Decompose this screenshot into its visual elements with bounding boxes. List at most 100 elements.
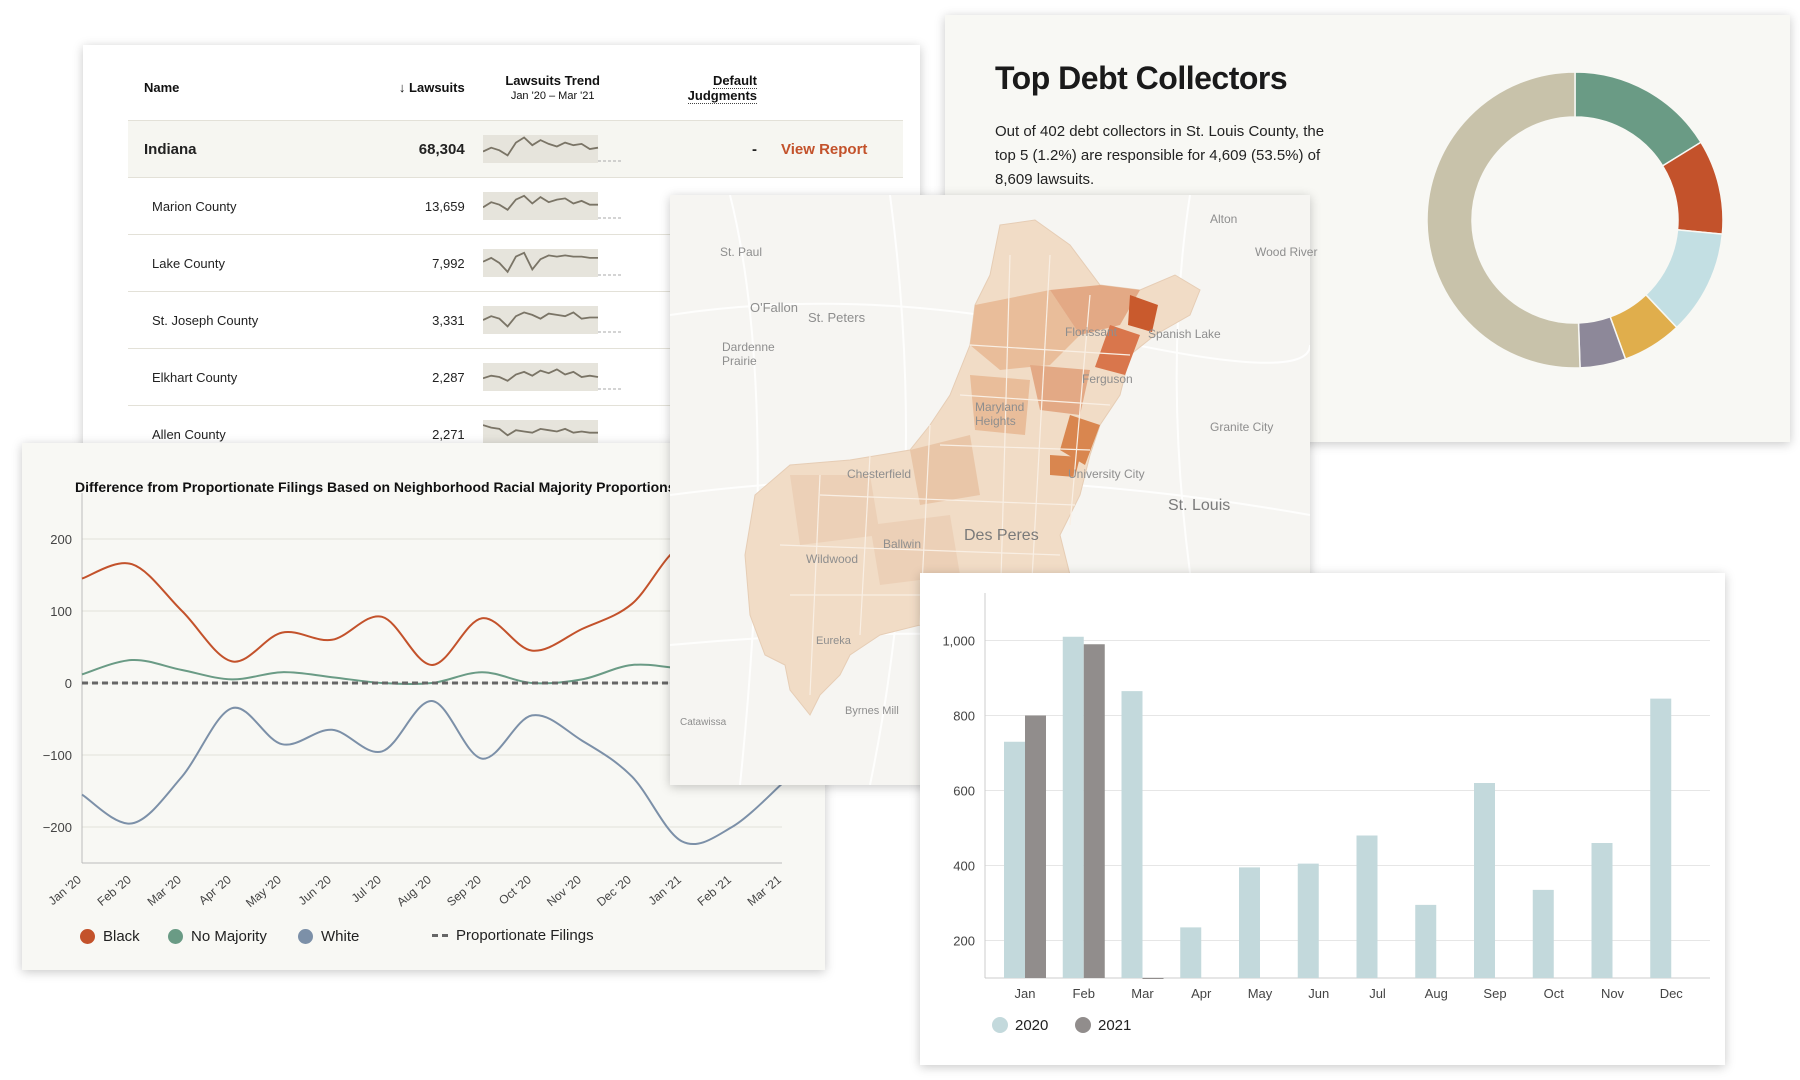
legend-item-no-majority[interactable]: No Majority <box>168 928 267 945</box>
sparkline <box>482 363 623 391</box>
map-label: Eureka <box>816 635 851 647</box>
y-tick-label: 400 <box>953 859 975 874</box>
x-tick-label: May '20 <box>243 872 284 910</box>
bar-2020[interactable] <box>1415 904 1437 978</box>
map-label: Granite City <box>1210 420 1274 434</box>
choropleth-map[interactable] <box>670 195 1310 785</box>
bar-2020[interactable] <box>1650 698 1672 978</box>
bar-2021[interactable] <box>1083 644 1105 978</box>
x-tick-label: Jun <box>1308 986 1329 1001</box>
row-trend <box>476 120 629 178</box>
x-tick-label: Dec <box>1660 986 1684 1001</box>
map-label: Des Peres <box>964 527 1039 544</box>
legend-swatch <box>432 934 448 937</box>
header-default-judgments[interactable]: Default Judgments <box>629 55 769 121</box>
map-label: St. Louis <box>1168 497 1231 514</box>
legend-swatch <box>80 929 95 944</box>
table-row[interactable]: Elkhart County 2,287 <box>128 348 903 406</box>
x-tick-label: Mar <box>1131 986 1154 1001</box>
map-label: St. Paul <box>720 245 763 259</box>
bar-2020[interactable] <box>1591 843 1613 978</box>
x-tick-label: Aug '20 <box>394 872 434 909</box>
row-trend <box>476 234 629 292</box>
bar-2020[interactable] <box>1121 691 1143 978</box>
bar-2020[interactable] <box>1239 867 1260 978</box>
header-default-line1: Default <box>712 72 757 89</box>
legend-label[interactable]: 2020 <box>1015 1017 1048 1034</box>
y-tick-label: 0 <box>65 676 72 691</box>
legend-item-white[interactable]: White <box>298 928 359 945</box>
view-report-link[interactable]: View Report <box>769 120 903 178</box>
x-tick-label: Feb '20 <box>95 872 135 908</box>
debt-collectors-donut-chart <box>1426 71 1724 369</box>
x-tick-label: Jan <box>1015 986 1036 1001</box>
monthly-lawsuits-bar-chart: 200 400 600 800 1,000 Jan Feb Mar Apr May Jun Jul Au… <box>942 593 1710 1034</box>
legend-label[interactable]: 2021 <box>1098 1017 1131 1034</box>
x-tick-label: Aug <box>1425 986 1448 1001</box>
x-tick-label: Feb '21 <box>695 872 735 908</box>
x-tick-label: Sep '20 <box>444 872 484 909</box>
series-line-black[interactable] <box>81 544 783 667</box>
legend-label: No Majority <box>191 928 267 945</box>
map-label: Dardenne Prairie <box>722 340 775 368</box>
bar-2020[interactable] <box>1180 927 1202 978</box>
map-label: Ferguson <box>1082 372 1133 386</box>
x-tick-label: Apr '20 <box>196 872 234 907</box>
header-lawsuits[interactable]: ↓ Lawsuits <box>342 55 477 121</box>
header-lawsuits-label: Lawsuits <box>409 80 465 95</box>
donut-description: Out of 402 debt collectors in St. Louis … <box>995 123 1325 188</box>
monthly-lawsuits-bar-chart-card: 200 400 600 800 1,000 Jan Feb Mar Apr May Jun Jul Au… <box>920 573 1725 1065</box>
x-tick-label: Oct <box>1544 986 1565 1001</box>
table-row-state[interactable]: Indiana 68,304 - View Report <box>128 120 903 178</box>
line-chart-title: Difference from Proportionate Filings Ba… <box>75 479 676 495</box>
y-tick-label: 200 <box>50 532 72 547</box>
legend-item-proportionate[interactable]: Proportionate Filings <box>432 927 594 944</box>
x-tick-label: Oct '20 <box>496 872 534 907</box>
row-name: Elkhart County <box>128 348 342 406</box>
x-tick-label: Nov <box>1601 986 1625 1001</box>
bar-2020[interactable] <box>1062 636 1084 978</box>
bar-2020[interactable] <box>1004 741 1025 978</box>
row-name: Marion County <box>128 177 342 235</box>
racial-majority-line-chart: 200 100 0 −100 −200 Jan '20 Feb '20 Mar '20 Apr … <box>43 493 785 910</box>
x-tick-label: May <box>1248 986 1273 1001</box>
header-name[interactable]: Name <box>144 80 180 95</box>
row-lawsuits: 2,287 <box>341 348 477 406</box>
sparkline-line <box>482 251 598 274</box>
donut-slice[interactable] <box>1426 71 1581 369</box>
y-tick-label: 200 <box>953 934 975 949</box>
x-tick-label: Mar '20 <box>145 872 185 908</box>
x-tick-label: Sep <box>1483 986 1506 1001</box>
x-tick-label: Mar '21 <box>745 872 785 908</box>
bar-2020[interactable] <box>1532 889 1554 978</box>
bar-2021[interactable] <box>1025 715 1046 979</box>
sparkline <box>482 135 623 163</box>
y-tick-label: −100 <box>43 748 72 763</box>
legend-swatch <box>1075 1017 1091 1033</box>
header-trend: Lawsuits Trend Jan '20 – Mar '21 <box>477 55 629 121</box>
bar-2020[interactable] <box>1474 783 1495 978</box>
row-lawsuits: 13,659 <box>341 177 477 235</box>
row-trend <box>476 177 629 235</box>
bar-2020[interactable] <box>1297 863 1319 978</box>
bar-2021[interactable] <box>1142 978 1164 979</box>
y-tick-label: −200 <box>43 820 72 835</box>
header-trend-range: Jan '20 – Mar '21 <box>510 90 595 102</box>
sort-down-arrow-icon: ↓ <box>398 80 410 95</box>
map-label: Maryland Heights <box>975 400 1025 428</box>
st-louis-county-map-card[interactable]: Alton Wood River St. Paul O'Fallon St. P… <box>670 195 1317 785</box>
map-label: St. Peters <box>808 310 866 325</box>
sparkline-bg <box>482 363 598 391</box>
bar-2020[interactable] <box>1356 835 1378 979</box>
legend-item-black[interactable]: Black <box>80 928 140 945</box>
map-label: Catawissa <box>680 717 727 728</box>
donut-slice[interactable] <box>1574 71 1702 167</box>
map-label: Ballwin <box>883 537 922 551</box>
table-header-row: Name ↓ Lawsuits Lawsuits Trend Jan '20 – … <box>128 55 903 121</box>
map-label: Byrnes Mill <box>845 705 899 717</box>
x-tick-label: Apr <box>1191 986 1212 1001</box>
row-name: Lake County <box>128 234 342 292</box>
x-tick-label: Jan '21 <box>646 872 685 908</box>
series-line-white[interactable] <box>81 699 783 846</box>
